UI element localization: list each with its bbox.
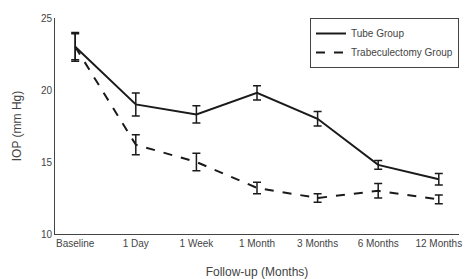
svg-text:15: 15 xyxy=(41,157,53,168)
svg-text:1 Week: 1 Week xyxy=(180,238,215,249)
svg-text:20: 20 xyxy=(41,85,53,96)
svg-text:10: 10 xyxy=(41,229,53,240)
svg-text:Baseline: Baseline xyxy=(56,238,95,249)
svg-text:1 Month: 1 Month xyxy=(239,238,275,249)
svg-text:Trabeculectomy Group: Trabeculectomy Group xyxy=(351,47,453,58)
svg-text:Tube Group: Tube Group xyxy=(351,28,404,39)
svg-text:Follow-up (Months): Follow-up (Months) xyxy=(206,265,309,279)
svg-text:3 Months: 3 Months xyxy=(297,238,338,249)
svg-text:IOP (mm Hg): IOP (mm Hg) xyxy=(10,91,24,161)
svg-text:1 Day: 1 Day xyxy=(123,238,149,249)
svg-text:6 Months: 6 Months xyxy=(358,238,399,249)
svg-text:12 Months: 12 Months xyxy=(415,238,462,249)
svg-text:25: 25 xyxy=(41,13,53,24)
